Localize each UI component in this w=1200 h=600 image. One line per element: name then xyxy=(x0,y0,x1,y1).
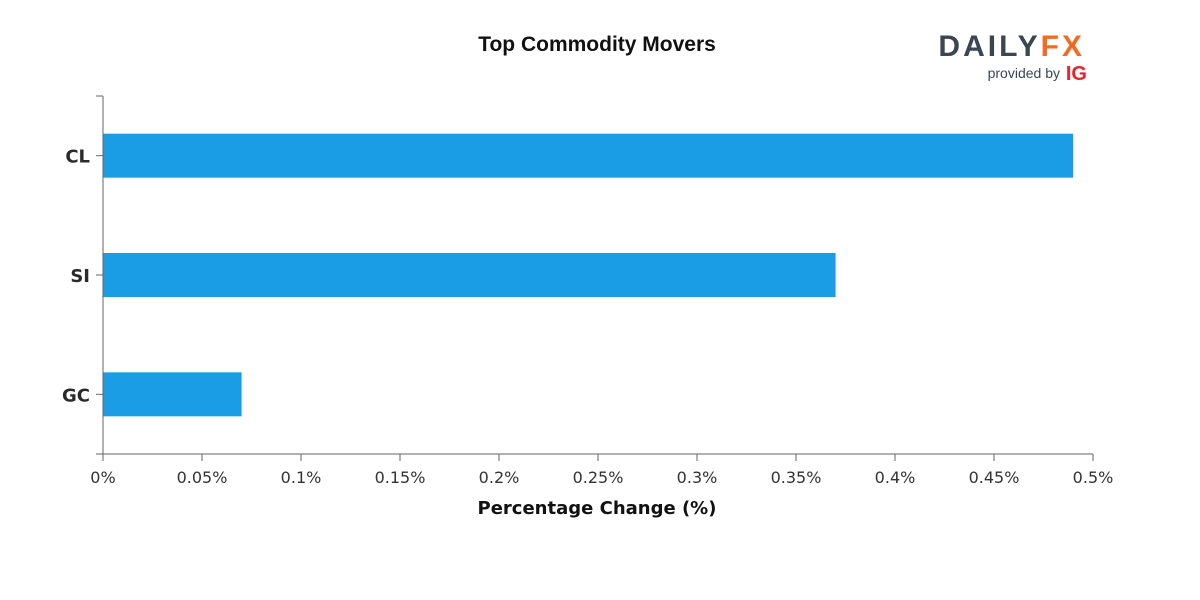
x-tick-label-0: 0% xyxy=(90,468,115,487)
axes-layer xyxy=(96,95,1094,461)
x-tick-label-7: 0.35% xyxy=(771,468,822,487)
x-tick-label-6: 0.3% xyxy=(677,468,718,487)
x-tick-label-1: 0.05% xyxy=(177,468,228,487)
x-tick-label-10: 0.5% xyxy=(1073,468,1114,487)
chart-title: Top Commodity Movers xyxy=(478,33,716,56)
bars-layer xyxy=(103,133,1074,417)
y-tick-label-si: SI xyxy=(70,266,90,287)
dailyfx-logo: DAILYFX provided by IG xyxy=(938,30,1087,85)
plot-area: CL SI GC 0% 0.05% 0.1% 0.15% 0.2% 0.25% 0.3% 0.35… xyxy=(62,95,1113,487)
x-axis-title: Percentage Change (%) xyxy=(478,498,717,519)
bar-cl xyxy=(103,133,1074,178)
provided-by-text: provided by xyxy=(988,65,1060,81)
y-tick-label-gc: GC xyxy=(62,385,90,406)
svg-text:DAILYFX: DAILYFX xyxy=(938,30,1085,63)
y-axis-labels: CL SI GC xyxy=(62,147,90,407)
logo-daily-text: DAILY xyxy=(938,30,1040,63)
x-tick-label-3: 0.15% xyxy=(375,468,426,487)
bar-gc xyxy=(103,372,242,417)
x-tick-label-9: 0.45% xyxy=(969,468,1020,487)
x-tick-label-8: 0.4% xyxy=(875,468,916,487)
x-tick-label-2: 0.1% xyxy=(281,468,322,487)
logo-fx-text: FX xyxy=(1041,30,1085,63)
y-tick-label-cl: CL xyxy=(65,147,90,168)
x-tick-label-5: 0.25% xyxy=(573,468,624,487)
ig-logo-text: IG xyxy=(1066,63,1087,85)
x-axis-labels: 0% 0.05% 0.1% 0.15% 0.2% 0.25% 0.3% 0.35% 0.4% 0.… xyxy=(90,468,1113,487)
bar-si xyxy=(103,253,836,297)
x-tick-label-4: 0.2% xyxy=(479,468,520,487)
